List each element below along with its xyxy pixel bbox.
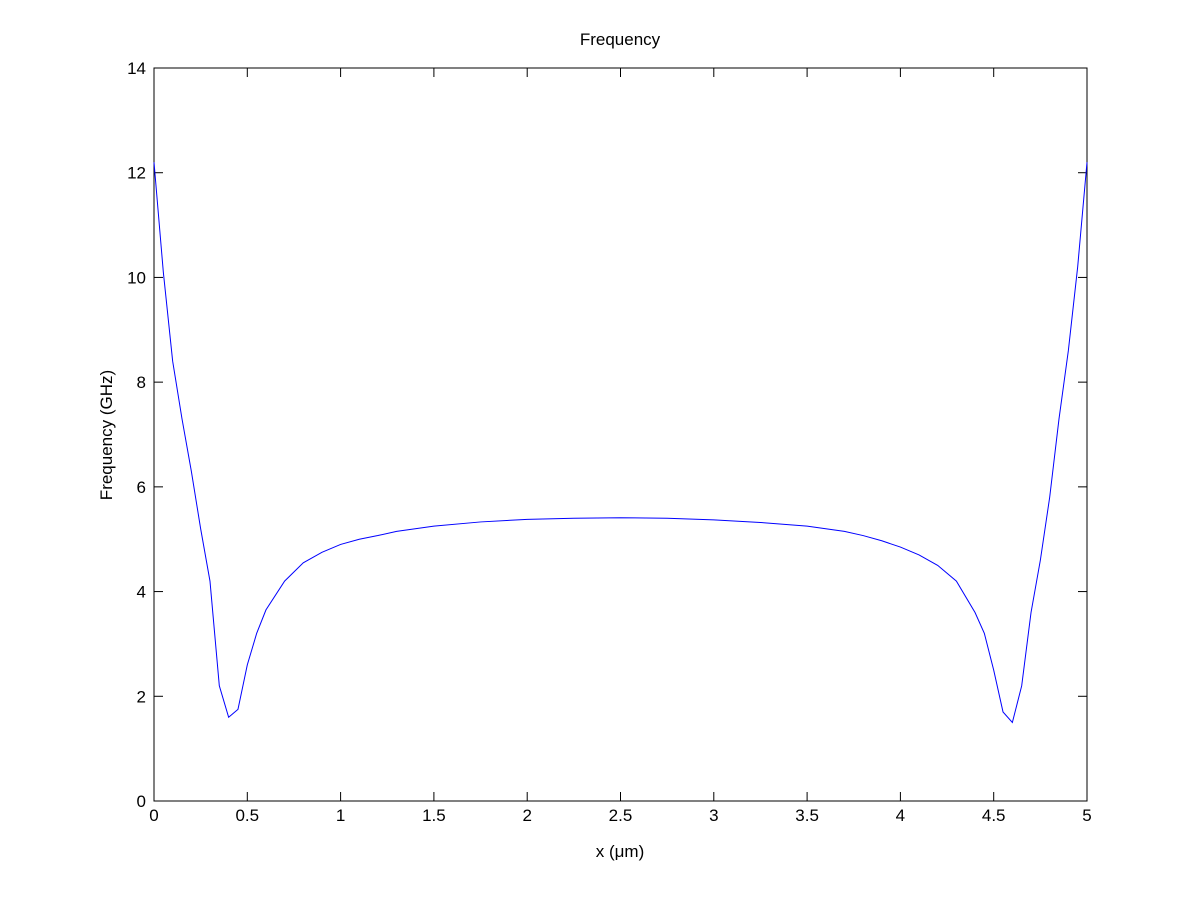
x-tick-label: 4 [896, 806, 905, 825]
y-tick-label: 10 [127, 268, 146, 287]
x-tick-label: 2 [522, 806, 531, 825]
y-tick-label: 0 [137, 792, 146, 811]
chart-title: Frequency [580, 30, 661, 49]
y-tick-label: 2 [137, 687, 146, 706]
y-tick-label: 4 [137, 583, 146, 602]
y-axis-label: Frequency (GHz) [97, 370, 116, 500]
y-tick-label: 12 [127, 164, 146, 183]
x-tick-label: 4.5 [982, 806, 1006, 825]
data-line [153, 162, 1088, 724]
x-tick-label: 3.5 [795, 806, 819, 825]
x-tick-label: 5 [1082, 806, 1091, 825]
x-tick-label: 0 [149, 806, 158, 825]
x-tick-label: 1.5 [422, 806, 446, 825]
y-tick-label: 14 [127, 59, 146, 78]
y-tick-label: 6 [137, 478, 146, 497]
x-tick-label: 2.5 [609, 806, 633, 825]
x-tick-label: 1 [336, 806, 345, 825]
x-axis-label: x (μm) [596, 842, 645, 861]
x-tick-label: 0.5 [235, 806, 259, 825]
plot-frame [153, 67, 1088, 802]
y-tick-label: 8 [137, 373, 146, 392]
x-tick-label: 3 [709, 806, 718, 825]
